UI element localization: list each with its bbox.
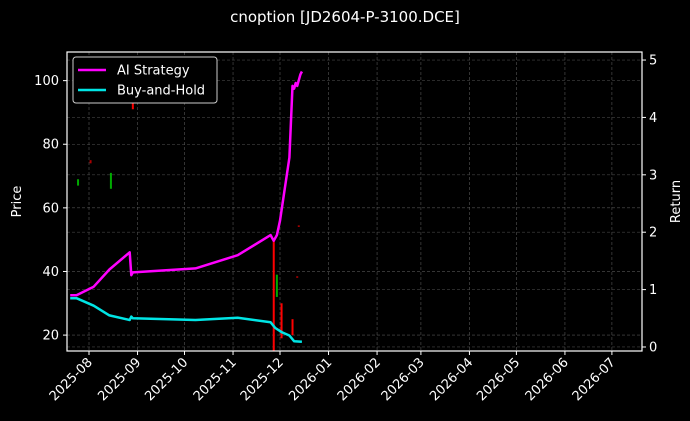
svg-text:2026-01: 2026-01 (286, 355, 335, 404)
svg-text:40: 40 (42, 265, 59, 280)
svg-text:2025-11: 2025-11 (191, 355, 240, 404)
price-candles (77, 67, 300, 351)
candle (296, 276, 299, 278)
svg-text:80: 80 (42, 138, 59, 153)
svg-text:2025-08: 2025-08 (47, 355, 96, 404)
candle (109, 172, 112, 189)
svg-text:4: 4 (649, 111, 657, 126)
legend-label: Buy-and-Hold (117, 84, 205, 99)
svg-text:5: 5 (649, 54, 657, 69)
candle (275, 274, 278, 297)
legend: AI Strategy Buy-and-Hold (72, 56, 218, 104)
candle (297, 225, 300, 227)
svg-text:2026-02: 2026-02 (335, 355, 384, 404)
svg-text:3: 3 (649, 168, 657, 183)
series-ai-strategy (70, 70, 304, 297)
svg-text:2: 2 (649, 226, 657, 241)
candle (280, 303, 283, 339)
svg-text:2026-05: 2026-05 (474, 355, 523, 404)
plot-frame (66, 51, 643, 352)
svg-text:0: 0 (649, 340, 657, 355)
svg-text:60: 60 (42, 201, 59, 216)
svg-text:2026-04: 2026-04 (427, 355, 476, 404)
svg-text:2026-07: 2026-07 (570, 355, 619, 404)
candle (291, 319, 294, 336)
svg-text:2025-09: 2025-09 (95, 355, 144, 404)
candle (272, 239, 275, 351)
series-buy-and-hold (70, 296, 302, 344)
candle (89, 160, 92, 164)
y-axis-right-label: Return (669, 180, 684, 223)
svg-text:1: 1 (649, 283, 657, 298)
svg-text:2026-06: 2026-06 (523, 355, 572, 404)
chart-title: cnoption [JD2604-P-3100.DCE] (230, 8, 460, 26)
y-axis-label: Price (10, 186, 25, 218)
y-axis-left: 20 40 60 80 100 (34, 74, 67, 344)
svg-text:100: 100 (34, 74, 59, 89)
svg-text:2025-10: 2025-10 (142, 355, 191, 404)
svg-text:2025-12: 2025-12 (238, 355, 287, 404)
svg-text:20: 20 (42, 329, 59, 344)
legend-label: AI Strategy (117, 64, 190, 79)
svg-text:2026-03: 2026-03 (379, 355, 428, 404)
candle (77, 179, 80, 186)
y-axis-right: 0 1 2 3 4 5 (642, 54, 657, 355)
